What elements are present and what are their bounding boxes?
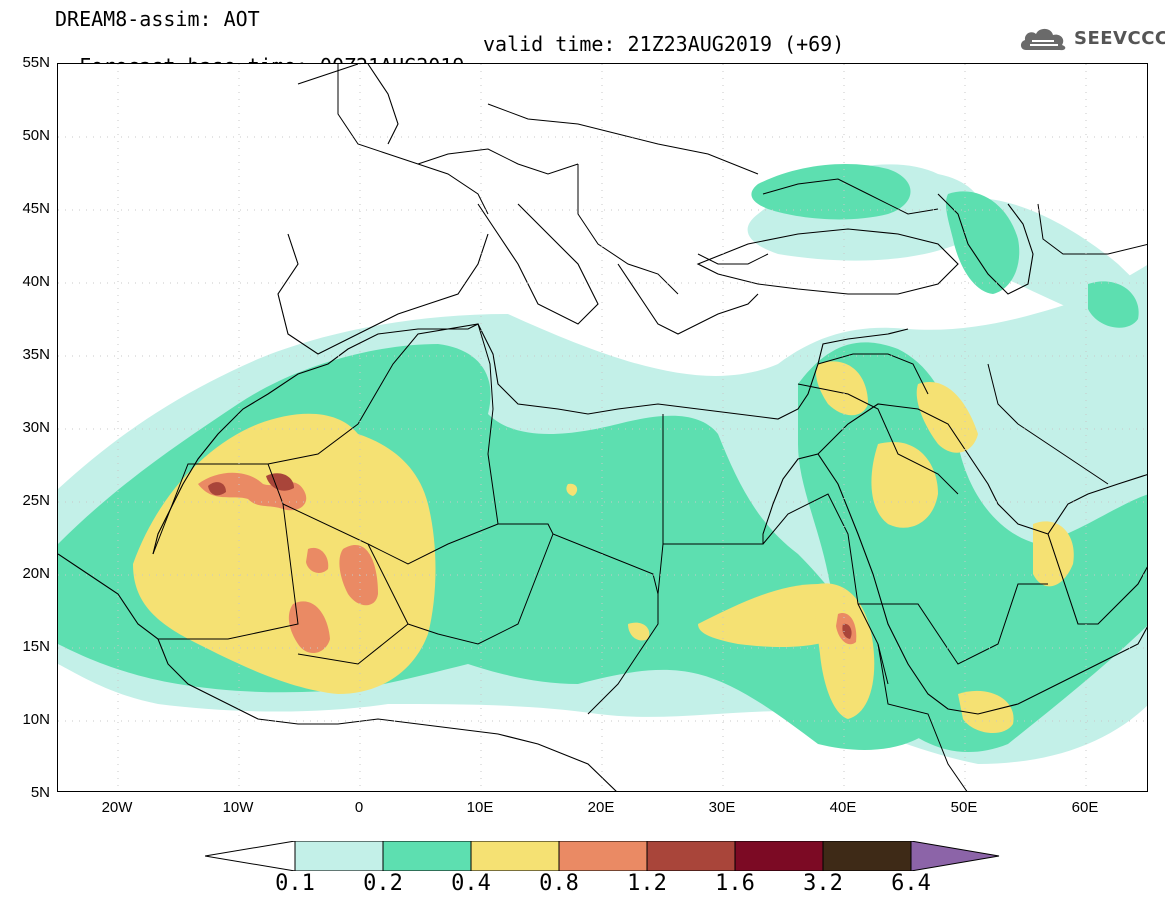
colorbar-segment-under	[205, 841, 296, 871]
lat-label-40n: 40N	[22, 273, 50, 290]
lon-label-30e: 30E	[708, 799, 736, 816]
lat-label-45n: 45N	[22, 200, 50, 217]
colorbar-label-0.1: 0.1	[275, 871, 315, 896]
lat-label-20n: 20N	[22, 565, 50, 582]
country-borders	[152, 64, 1147, 791]
logo-text: SEEVCCC	[1074, 28, 1165, 49]
lat-label-5n: 5N	[30, 784, 50, 801]
lon-label-20e: 20E	[587, 799, 615, 816]
aot-level-0.8	[198, 472, 857, 654]
colorbar-segment-3.2	[822, 841, 912, 871]
aot-map	[57, 63, 1148, 792]
cloud-icon	[1020, 28, 1066, 51]
colorbar-segment-1.2	[646, 841, 736, 871]
colorbar-label-3.2: 3.2	[803, 871, 843, 896]
seevccc-logo: SEEVCCC	[1018, 24, 1165, 54]
lat-label-15n: 15N	[22, 638, 50, 655]
graticule	[58, 64, 1147, 791]
colorbar-segment-over	[910, 841, 1000, 871]
lon-label-10e: 10E	[466, 799, 494, 816]
lat-label-50n: 50N	[22, 127, 50, 144]
coastlines	[58, 64, 1147, 791]
map-title: DREAM8-assim: AOT	[55, 7, 260, 31]
colorbar-segment-1.6	[734, 841, 824, 871]
lat-label-35n: 35N	[22, 346, 50, 363]
valid-time: valid time: 21Z23AUG2019 (+69)	[483, 32, 845, 56]
colorbar-segment-0.8	[558, 841, 648, 871]
colorbar-label-1.2: 1.2	[627, 871, 667, 896]
colorbar-label-6.4: 6.4	[891, 871, 931, 896]
lon-label-10w: 10W	[222, 799, 254, 816]
lat-label-30n: 30N	[22, 419, 50, 436]
colorbar-segment-0.1	[294, 841, 384, 871]
colorbar-label-1.6: 1.6	[715, 871, 755, 896]
colorbar	[205, 841, 1000, 871]
lat-label-55n: 55N	[22, 54, 50, 71]
colorbar-label-0.4: 0.4	[451, 871, 491, 896]
lon-label-20w: 20W	[101, 799, 133, 816]
lat-label-25n: 25N	[22, 492, 50, 509]
lon-label-40e: 40E	[829, 799, 857, 816]
colorbar-segment-0.2	[382, 841, 472, 871]
colorbar-label-0.8: 0.8	[539, 871, 579, 896]
lon-label-0: 0	[354, 799, 364, 816]
lon-label-60e: 60E	[1071, 799, 1099, 816]
colorbar-label-0.2: 0.2	[363, 871, 403, 896]
colorbar-segment-0.4	[470, 841, 560, 871]
lon-label-50e: 50E	[950, 799, 978, 816]
lat-label-10n: 10N	[22, 711, 50, 728]
